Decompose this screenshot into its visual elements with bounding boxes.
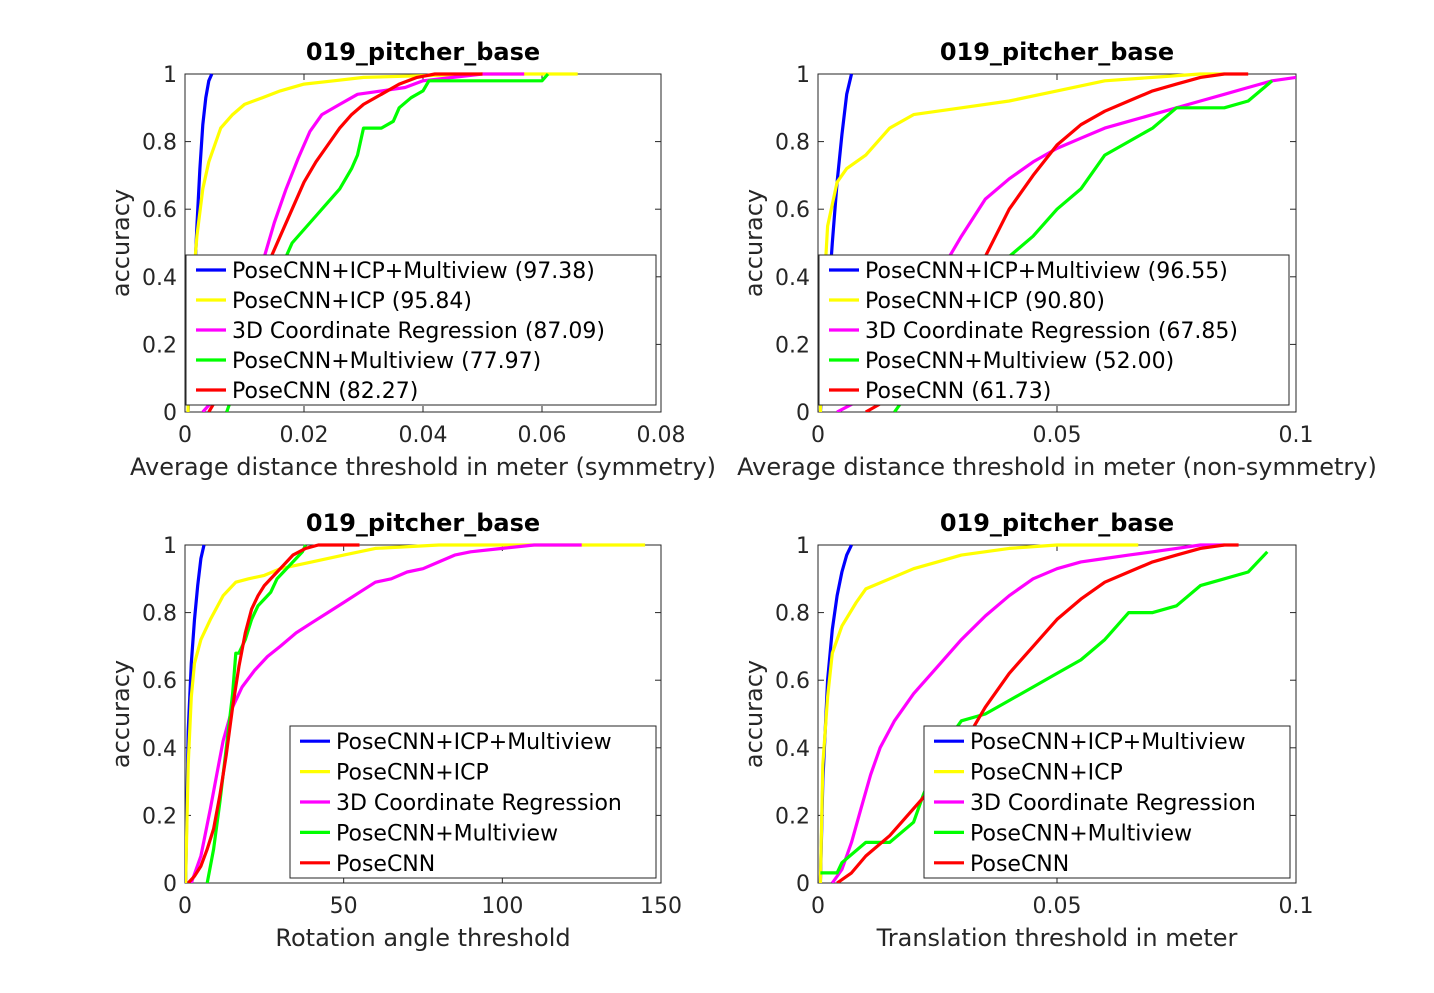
legend-label: PoseCNN+ICP+Multiview <box>336 730 612 755</box>
series-line-magenta <box>830 543 1225 883</box>
legend-label: 3D Coordinate Regression <box>970 791 1256 816</box>
x-axis-label: Average distance threshold in meter (non… <box>737 453 1377 481</box>
y-tick-label: 1 <box>163 63 177 88</box>
legend-label: PoseCNN+Multiview (77.97) <box>232 349 541 374</box>
legend-label: PoseCNN+Multiview (52.00) <box>865 349 1174 374</box>
chart-title: 019_pitcher_base <box>306 38 540 66</box>
legend: PoseCNN+ICP+Multiview PoseCNN+ICP 3D Coord… <box>923 725 1291 879</box>
y-tick-label: 0 <box>163 401 177 426</box>
y-tick-label: 0 <box>796 401 810 426</box>
legend-label: PoseCNN (82.27) <box>232 379 418 404</box>
y-tick-label: 0.2 <box>775 333 810 358</box>
y-tick-label: 0.6 <box>775 669 810 694</box>
legend-label: 3D Coordinate Regression (87.09) <box>232 319 605 344</box>
x-tick-label: 0.04 <box>399 423 448 448</box>
y-tick-label: 0.2 <box>142 804 177 829</box>
legend-box <box>185 254 657 406</box>
chart-panel-2: 0 0.05 0.1 0 0.2 0.4 0.6 0.8 1 019_pitcher_base Av… <box>737 38 1377 481</box>
chart-title: 019_pitcher_base <box>940 509 1174 537</box>
legend-label: PoseCNN+ICP (90.80) <box>865 289 1105 314</box>
x-axis-label: Translation threshold in meter <box>876 924 1238 952</box>
y-tick-label: 0.8 <box>775 602 810 627</box>
chart-panel-1: 0 0.02 0.04 0.06 0.08 0 0.2 0.4 0.6 0.8 1 019_pitch… <box>107 38 716 481</box>
legend-label: PoseCNN (61.73) <box>865 379 1051 404</box>
y-axis-label: accuracy <box>107 660 135 768</box>
series-line-yellow <box>185 543 646 883</box>
y-tick-label: 0.4 <box>775 266 810 291</box>
y-tick-label: 0 <box>796 872 810 897</box>
series-line-yellow <box>818 72 1225 412</box>
x-axis-label: Average distance threshold in meter (sym… <box>130 453 716 481</box>
legend-label: PoseCNN <box>336 852 435 877</box>
legend-label: PoseCNN+ICP (95.84) <box>232 289 472 314</box>
x-tick-label: 50 <box>330 894 358 919</box>
x-axis-label: Rotation angle threshold <box>275 924 570 952</box>
y-axis-label: accuracy <box>740 660 768 768</box>
legend: PoseCNN+ICP+Multiview (97.38) PoseCNN+ICP… <box>185 254 657 406</box>
x-tick-label: 0.06 <box>518 423 567 448</box>
x-tick-label: 0 <box>811 423 825 448</box>
series-line-yellow <box>818 543 1139 883</box>
x-tick-label: 100 <box>481 894 523 919</box>
x-tick-label: 0 <box>178 894 192 919</box>
series-line-green <box>225 72 550 412</box>
x-tick-label: 0.1 <box>1279 423 1314 448</box>
x-tick-label: 0.08 <box>637 423 686 448</box>
legend-label: 3D Coordinate Regression (67.85) <box>865 319 1238 344</box>
legend: PoseCNN+ICP+Multiview PoseCNN+ICP 3D Coord… <box>289 725 657 879</box>
x-tick-label: 0 <box>178 423 192 448</box>
y-tick-label: 1 <box>796 534 810 559</box>
y-tick-label: 0 <box>163 872 177 897</box>
legend-label: PoseCNN+ICP <box>336 761 489 786</box>
y-tick-label: 0.8 <box>142 602 177 627</box>
x-tick-label: 150 <box>640 894 682 919</box>
legend-box <box>818 254 1290 406</box>
legend-label: PoseCNN+ICP+Multiview (97.38) <box>232 259 595 284</box>
series-line-red <box>836 543 1239 883</box>
series-line-red <box>187 543 360 883</box>
chart-panel-4: 0 0.05 0.1 0 0.2 0.4 0.6 0.8 1 019_pitcher_base Tr… <box>740 509 1314 952</box>
y-tick-label: 0.8 <box>142 131 177 156</box>
legend-label: PoseCNN+ICP+Multiview <box>970 730 1246 755</box>
y-tick-label: 0.4 <box>142 737 177 762</box>
chart-panel-3: 0 50 100 150 0 0.2 0.4 0.6 0.8 1 019_pitcher_base R… <box>107 509 682 952</box>
y-tick-label: 0.2 <box>775 804 810 829</box>
legend: PoseCNN+ICP+Multiview (96.55) PoseCNN+ICP… <box>818 254 1290 406</box>
x-tick-label: 0 <box>811 894 825 919</box>
legend-label: PoseCNN <box>970 852 1069 877</box>
x-tick-label: 0.05 <box>1033 423 1082 448</box>
legend-label: PoseCNN+ICP <box>970 761 1123 786</box>
y-tick-label: 0.6 <box>142 198 177 223</box>
legend-box <box>923 725 1291 879</box>
legend-label: PoseCNN+ICP+Multiview (96.55) <box>865 259 1228 284</box>
legend-label: PoseCNN+Multiview <box>970 821 1192 846</box>
y-tick-label: 0.4 <box>142 266 177 291</box>
legend-box <box>289 725 657 879</box>
x-tick-label: 0.02 <box>280 423 329 448</box>
y-axis-label: accuracy <box>740 189 768 297</box>
y-tick-label: 1 <box>796 63 810 88</box>
y-tick-label: 0.2 <box>142 333 177 358</box>
y-tick-label: 0.6 <box>142 669 177 694</box>
y-tick-label: 0.4 <box>775 737 810 762</box>
y-tick-label: 1 <box>163 534 177 559</box>
y-tick-label: 0.6 <box>775 198 810 223</box>
legend-label: 3D Coordinate Regression <box>336 791 622 816</box>
chart-title: 019_pitcher_base <box>940 38 1174 66</box>
y-tick-label: 0.8 <box>775 131 810 156</box>
x-tick-label: 0.05 <box>1033 894 1082 919</box>
y-axis-label: accuracy <box>107 189 135 297</box>
x-tick-label: 0.1 <box>1279 894 1314 919</box>
series-line-magenta <box>189 543 582 883</box>
legend-label: PoseCNN+Multiview <box>336 821 558 846</box>
chart-title: 019_pitcher_base <box>306 509 540 537</box>
